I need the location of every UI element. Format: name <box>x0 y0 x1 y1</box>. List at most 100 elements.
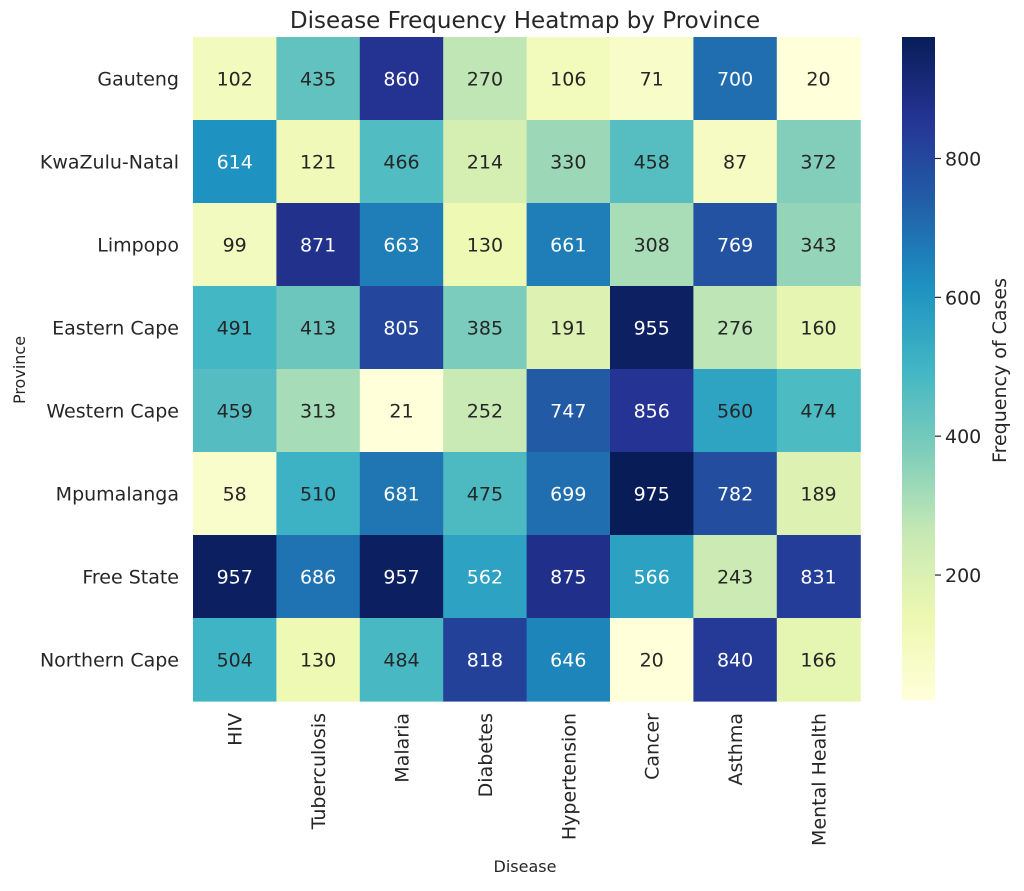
cell-value-label: 102 <box>217 69 253 91</box>
heatmap-cell <box>276 203 361 287</box>
cell-value-label: 700 <box>717 69 753 91</box>
heatmap-cell <box>443 452 528 536</box>
heatmap-cell <box>359 37 444 121</box>
y-tick-labels: Gauteng KwaZulu-Natal Limpopo Eastern Cape W… <box>40 69 179 672</box>
cell-value-label: 160 <box>800 318 836 340</box>
heatmap-cell <box>526 369 611 453</box>
heatmap-cell <box>276 618 361 702</box>
cell-value-label: 681 <box>383 484 419 506</box>
y-tick-label: Gauteng <box>97 69 179 91</box>
cell-value-label: 121 <box>300 152 336 174</box>
heatmap-cell <box>276 452 361 536</box>
heatmap-cell <box>276 120 361 204</box>
heatmap-cell <box>276 37 361 121</box>
cell-value-label: 106 <box>550 69 586 91</box>
y-tick-label: Northern Cape <box>40 650 179 672</box>
cell-value-label: 955 <box>634 318 670 340</box>
heatmap-cell <box>526 618 611 702</box>
cell-value-label: 560 <box>717 401 753 423</box>
heatmap-cell <box>610 535 694 619</box>
chart-title: Disease Frequency Heatmap by Province <box>290 8 760 34</box>
x-tick-label: HIV <box>225 713 247 746</box>
heatmap-cell <box>610 37 694 121</box>
heatmap-cell <box>193 286 277 370</box>
heatmap-cell <box>443 286 528 370</box>
heatmap-cell <box>276 535 361 619</box>
heatmap-cell <box>693 37 778 121</box>
y-tick-label: Mpumalanga <box>56 484 179 506</box>
cell-value-label: 769 <box>717 235 753 257</box>
cell-value-label: 818 <box>467 650 503 672</box>
cell-value-label: 562 <box>467 567 503 589</box>
cell-value-label: 130 <box>467 235 503 257</box>
heatmap-cell <box>610 120 694 204</box>
cell-value-label: 372 <box>800 152 836 174</box>
heatmap-cell <box>776 535 861 619</box>
y-tick-label: Limpopo <box>97 235 179 257</box>
cell-value-label: 957 <box>383 567 419 589</box>
cell-value-label: 975 <box>634 484 670 506</box>
cell-value-label: 661 <box>550 235 586 257</box>
cell-value-label: 831 <box>800 567 836 589</box>
heatmap-cell <box>610 452 694 536</box>
cell-value-label: 510 <box>300 484 336 506</box>
heatmap-cells: 102 435 860 270 106 71 700 20 614 121 466 214 330 458… <box>193 37 861 702</box>
colorbar-ticks: 200 400 600 800 <box>935 148 981 587</box>
heatmap-cell <box>276 369 361 453</box>
heatmap-cell <box>526 120 611 204</box>
x-tick-label: Cancer <box>642 713 664 780</box>
cell-value-label: 166 <box>800 650 836 672</box>
cell-value-label: 871 <box>300 235 336 257</box>
heatmap-cell <box>193 369 277 453</box>
cell-value-label: 71 <box>640 69 664 91</box>
y-tick-label: Eastern Cape <box>52 318 179 340</box>
heatmap-cell <box>776 120 861 204</box>
cell-value-label: 252 <box>467 401 503 423</box>
heatmap-cell <box>693 535 778 619</box>
heatmap-cell <box>359 618 444 702</box>
cell-value-label: 782 <box>717 484 753 506</box>
cell-value-label: 805 <box>383 318 419 340</box>
heatmap-cell <box>776 618 861 702</box>
x-axis-label: Disease <box>494 857 557 876</box>
cell-value-label: 308 <box>634 235 670 257</box>
heatmap-cell <box>359 535 444 619</box>
heatmap-cell <box>359 369 444 453</box>
heatmap-cell <box>526 37 611 121</box>
heatmap-cell <box>526 203 611 287</box>
heatmap-cell <box>610 203 694 287</box>
y-axis-label: Province <box>10 336 29 404</box>
cell-value-label: 646 <box>550 650 586 672</box>
cell-value-label: 413 <box>300 318 336 340</box>
heatmap-cell <box>693 369 778 453</box>
cell-value-label: 276 <box>717 318 753 340</box>
y-tick-label: Free State <box>82 567 179 589</box>
heatmap-cell <box>443 37 528 121</box>
heatmap-cell <box>443 120 528 204</box>
heatmap-cell <box>693 120 778 204</box>
cell-value-label: 243 <box>717 567 753 589</box>
cell-value-label: 747 <box>550 401 586 423</box>
cell-value-label: 191 <box>550 318 586 340</box>
heatmap-cell <box>776 286 861 370</box>
heatmap-cell <box>526 286 611 370</box>
cell-value-label: 435 <box>300 69 336 91</box>
cell-value-label: 87 <box>723 152 747 174</box>
cell-value-label: 699 <box>550 484 586 506</box>
heatmap-cell <box>193 203 277 287</box>
colorbar-tick-label: 600 <box>945 287 981 309</box>
cell-value-label: 20 <box>806 69 830 91</box>
x-tick-labels: HIV Tuberculosis Malaria Diabetes Hypertensi… <box>225 713 831 846</box>
heatmap-cell <box>776 369 861 453</box>
heatmap-cell <box>359 203 444 287</box>
colorbar-tick-label: 200 <box>945 565 981 587</box>
y-tick-label: KwaZulu-Natal <box>40 152 179 174</box>
heatmap-cell <box>693 618 778 702</box>
heatmap-cell <box>193 37 277 121</box>
cell-value-label: 957 <box>217 567 253 589</box>
heatmap-cell <box>359 120 444 204</box>
cell-value-label: 474 <box>800 401 836 423</box>
cell-value-label: 21 <box>389 401 413 423</box>
cell-value-label: 330 <box>550 152 586 174</box>
